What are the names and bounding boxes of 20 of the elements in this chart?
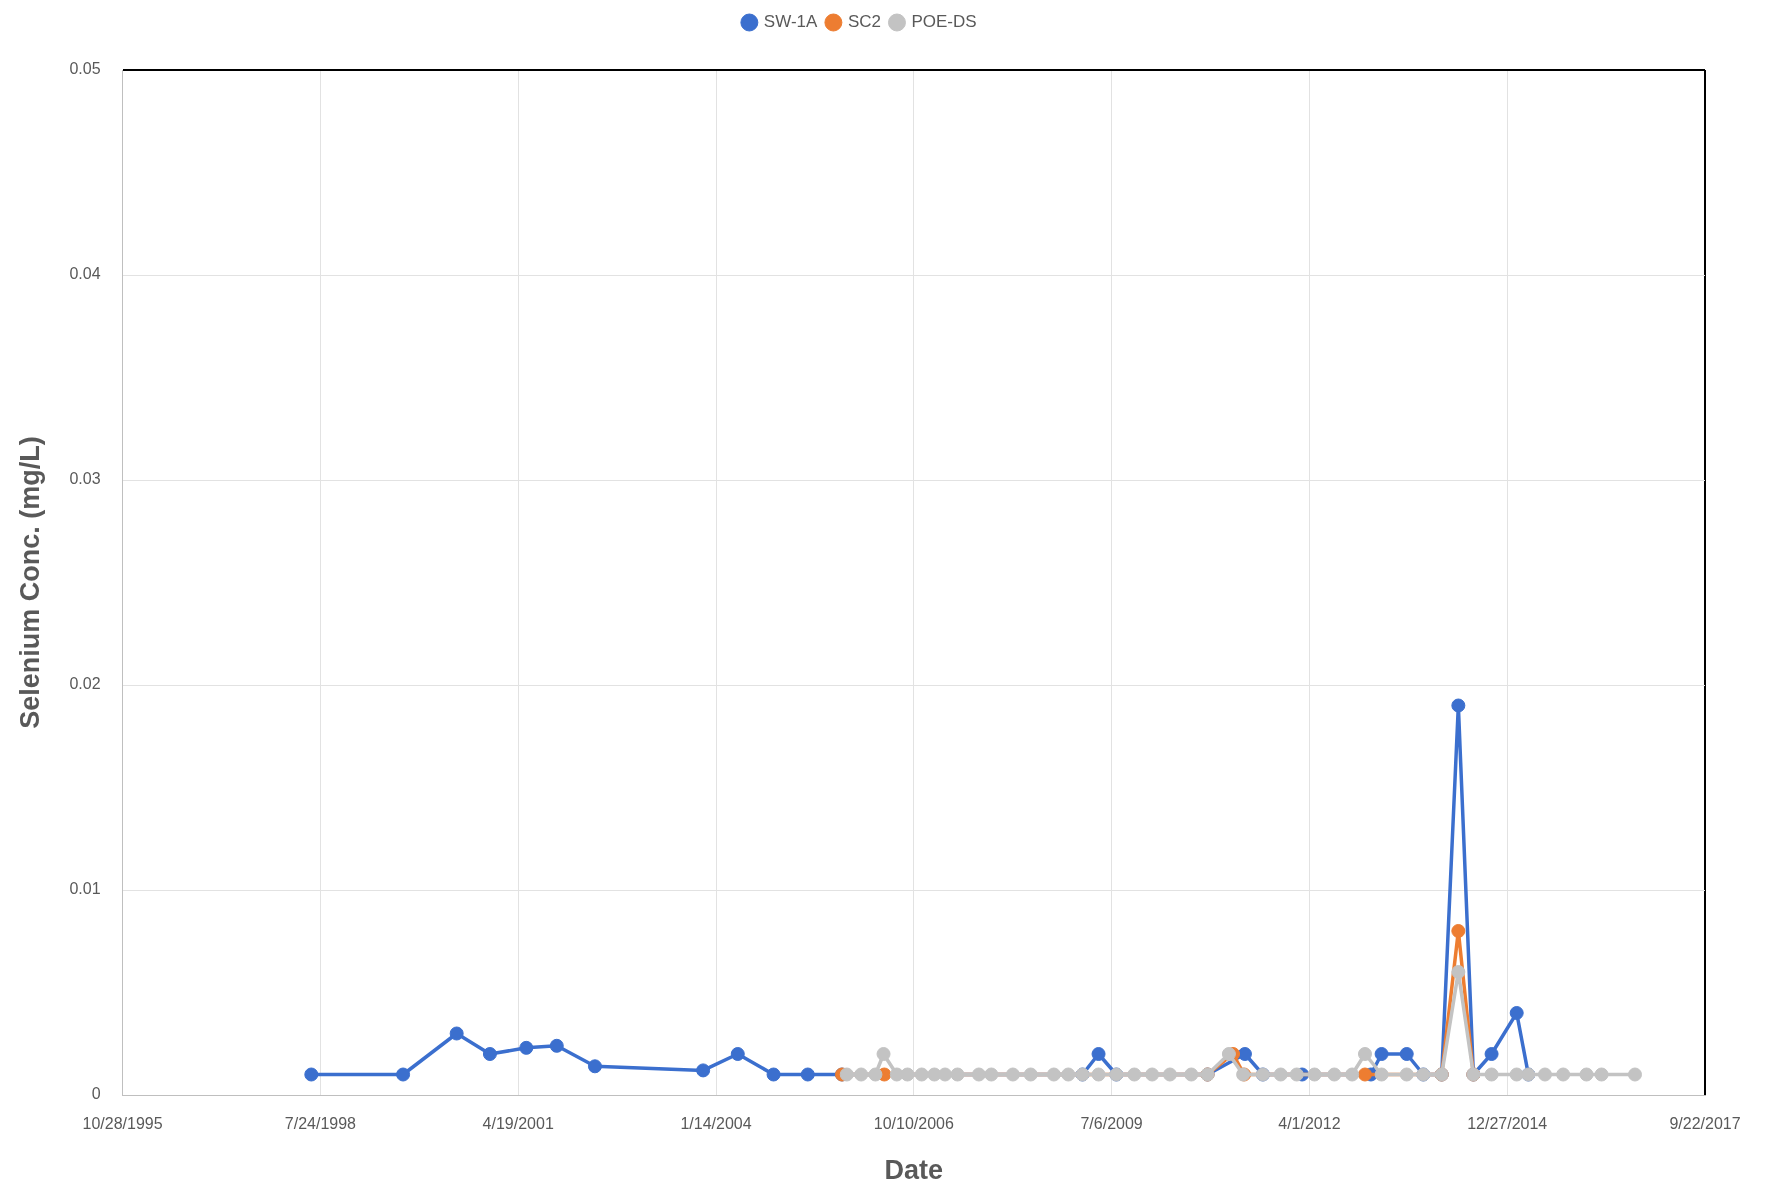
y-tick-label: 0 <box>91 1085 101 1103</box>
legend-label: SC2 <box>847 12 881 32</box>
x-tick-label: 1/14/2004 <box>680 1115 752 1133</box>
x-tick-label: 7/24/1998 <box>284 1115 357 1133</box>
x-tick-label: 10/10/2006 <box>873 1115 954 1133</box>
y-tick-label: 0.02 <box>69 675 101 693</box>
x-axis-title: Date <box>884 1155 944 1186</box>
x-tick-label: 4/19/2001 <box>482 1115 554 1133</box>
y-tick-label: 0.03 <box>69 470 101 488</box>
y-tick-label: 0.01 <box>69 880 101 898</box>
x-tick-label: 4/1/2012 <box>1278 1115 1341 1133</box>
x-tick-label: 10/28/1995 <box>82 1115 163 1133</box>
x-tick-label: 9/22/2017 <box>1669 1115 1741 1133</box>
legend-label: POE-DS <box>911 12 977 32</box>
y-tick-label: 0.04 <box>69 265 101 283</box>
y-axis-title: Selenium Conc. (mg/L) <box>14 436 45 729</box>
legend-label: SW-1A <box>763 12 819 32</box>
y-tick-label: 0.05 <box>69 60 101 78</box>
x-tick-label: 12/27/2014 <box>1467 1115 1548 1133</box>
x-tick-label: 7/6/2009 <box>1080 1115 1143 1133</box>
